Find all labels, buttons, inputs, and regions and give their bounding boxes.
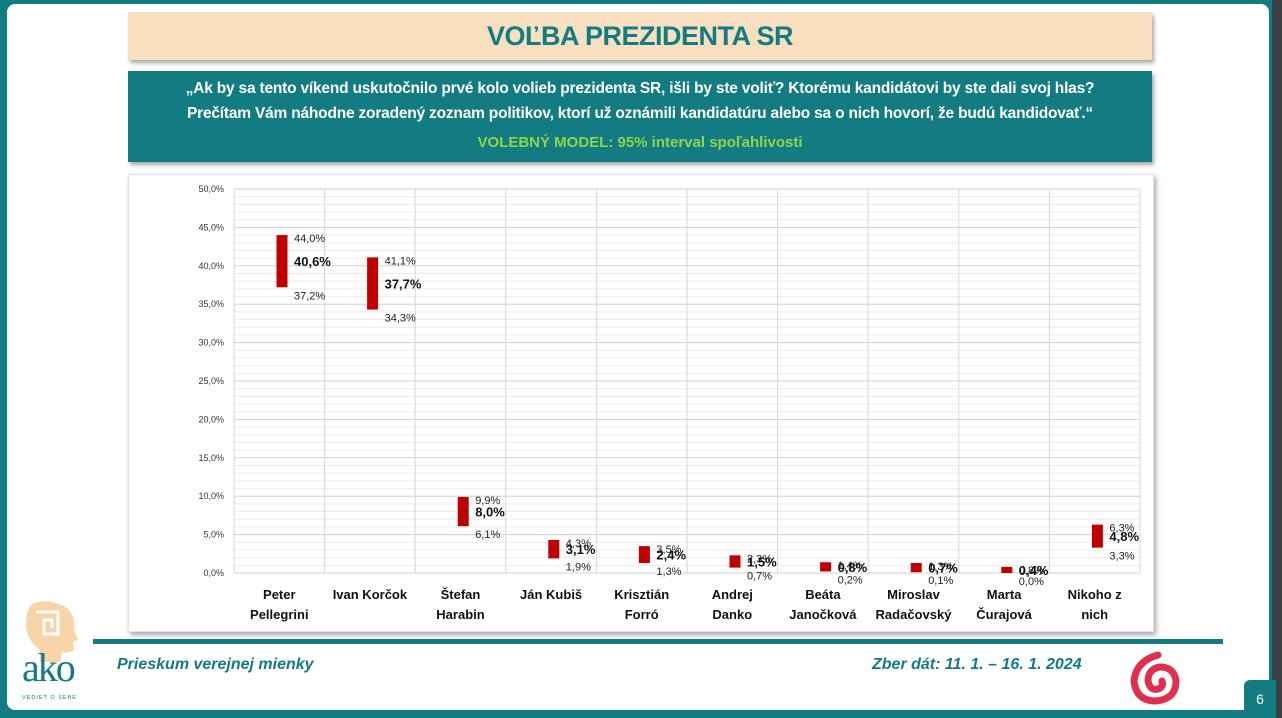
ako-logo-icon xyxy=(26,601,78,662)
upper-label: 3,5% xyxy=(656,544,681,556)
category-label: Forró xyxy=(625,607,659,622)
logo-tagline: VEDIEŤ O SEBE xyxy=(22,695,77,701)
estimate-label: 2,4% xyxy=(656,548,686,563)
estimate-label: 40,6% xyxy=(294,254,331,269)
category-label: Nikoho z xyxy=(1068,587,1123,602)
category-label: Ján Kubiš xyxy=(520,587,582,602)
lower-label: 0,0% xyxy=(1019,576,1044,588)
category-label: Marta xyxy=(987,587,1022,602)
lower-label: 1,3% xyxy=(656,566,681,578)
category-label: Ivan Korčok xyxy=(333,587,408,602)
category-label: Janočková xyxy=(789,607,857,622)
lower-label: 1,9% xyxy=(566,561,591,573)
y-tick-label: 25,0% xyxy=(198,376,224,386)
page-number: 6 xyxy=(1244,680,1276,718)
range-bar xyxy=(1001,566,1013,573)
lower-label: 0,7% xyxy=(747,571,772,583)
y-tick-label: 20,0% xyxy=(198,414,224,424)
category-label: Beáta xyxy=(805,587,841,602)
range-bar xyxy=(548,539,560,559)
category-label: Danko xyxy=(712,607,752,622)
y-tick-label: 0,0% xyxy=(203,568,224,578)
range-bar-chart: 0,0% 5,0% 10,0% 15,0% 20,0% 25,0% 30,0% 35,0% 40… xyxy=(198,184,1141,622)
estimate-label: 1,5% xyxy=(747,554,777,569)
y-tick-label: 40,0% xyxy=(198,261,224,271)
model-label: VOLEBNÝ MODEL: 95% interval spoľahlivost… xyxy=(477,134,803,151)
y-tick-label: 35,0% xyxy=(198,299,224,309)
upper-label: 6,3% xyxy=(1109,523,1134,535)
estimate-label: 0,7% xyxy=(928,561,958,576)
category-label: Harabin xyxy=(436,607,484,622)
category-label: Čurajová xyxy=(976,607,1032,622)
swirl-logo-icon xyxy=(1130,651,1180,705)
lower-label: 6,1% xyxy=(475,529,500,541)
category-label: Miroslav xyxy=(887,587,941,602)
question-line-2: Prečítam Vám náhodne zoradený zoznam pol… xyxy=(186,105,1093,122)
upper-label: 1,3% xyxy=(928,561,953,573)
range-bar xyxy=(276,235,288,288)
category-label: Peter xyxy=(263,587,296,602)
estimate-label: 37,7% xyxy=(385,276,422,291)
category-label: Radačovský xyxy=(876,607,953,622)
title-banner: VOĽBA PREZIDENTA SR xyxy=(128,12,1152,60)
question-line-1: „Ak by sa tento víkend uskutočnilo prvé … xyxy=(185,80,1095,97)
logo-text: ako xyxy=(22,645,76,690)
lower-label: 3,3% xyxy=(1109,551,1134,563)
category-label: Krisztián xyxy=(614,587,669,602)
y-tick-label: 15,0% xyxy=(198,453,224,463)
category-label: Andrej xyxy=(712,587,753,602)
y-tick-label: 5,0% xyxy=(203,530,224,540)
upper-label: 4,3% xyxy=(566,538,591,550)
upper-label: 0,8% xyxy=(1019,565,1044,577)
y-tick-label: 45,0% xyxy=(198,222,224,232)
range-bar xyxy=(1091,524,1103,548)
estimate-label: 0,4% xyxy=(1019,563,1049,578)
range-bar xyxy=(457,496,469,527)
range-bar xyxy=(638,546,650,564)
range-bar xyxy=(910,563,922,573)
upper-label: 1,4% xyxy=(838,560,863,572)
page-title: VOĽBA PREZIDENTA SR xyxy=(486,20,794,51)
range-bar xyxy=(820,562,832,572)
upper-label: 2,3% xyxy=(747,553,772,565)
footer-divider xyxy=(93,639,1223,644)
collection-dates: Zber dát: 11. 1. – 16. 1. 2024 xyxy=(872,656,1082,673)
question-text: „Ak by sa tento víkend uskutočnilo prvé … xyxy=(128,76,1152,126)
lower-label: 0,2% xyxy=(838,574,863,586)
window-edge xyxy=(1272,0,1282,718)
upper-label: 9,9% xyxy=(475,495,500,507)
upper-label: 41,1% xyxy=(385,255,416,267)
estimate-label: 3,1% xyxy=(566,542,596,557)
lower-label: 34,3% xyxy=(385,313,416,325)
question-banner: „Ak by sa tento víkend uskutočnilo prvé … xyxy=(128,71,1152,162)
y-tick-label: 30,0% xyxy=(198,338,224,348)
lower-label: 37,2% xyxy=(294,290,325,302)
category-label: Štefan xyxy=(441,587,481,602)
range-bar xyxy=(367,257,379,310)
y-tick-label: 10,0% xyxy=(198,491,224,501)
category-label: Pellegrini xyxy=(250,607,309,622)
estimate-label: 8,0% xyxy=(475,505,505,520)
range-bar xyxy=(729,555,741,568)
y-tick-label: 50,0% xyxy=(198,184,224,194)
survey-label: Prieskum verejnej mienky xyxy=(117,656,314,673)
estimate-label: 0,8% xyxy=(838,560,868,575)
upper-label: 44,0% xyxy=(294,233,325,245)
estimate-label: 4,8% xyxy=(1109,529,1139,544)
chart-container: 0,0% 5,0% 10,0% 15,0% 20,0% 25,0% 30,0% 35,0% 40… xyxy=(128,174,1154,632)
category-label: nich xyxy=(1081,607,1108,622)
lower-label: 0,1% xyxy=(928,575,953,587)
